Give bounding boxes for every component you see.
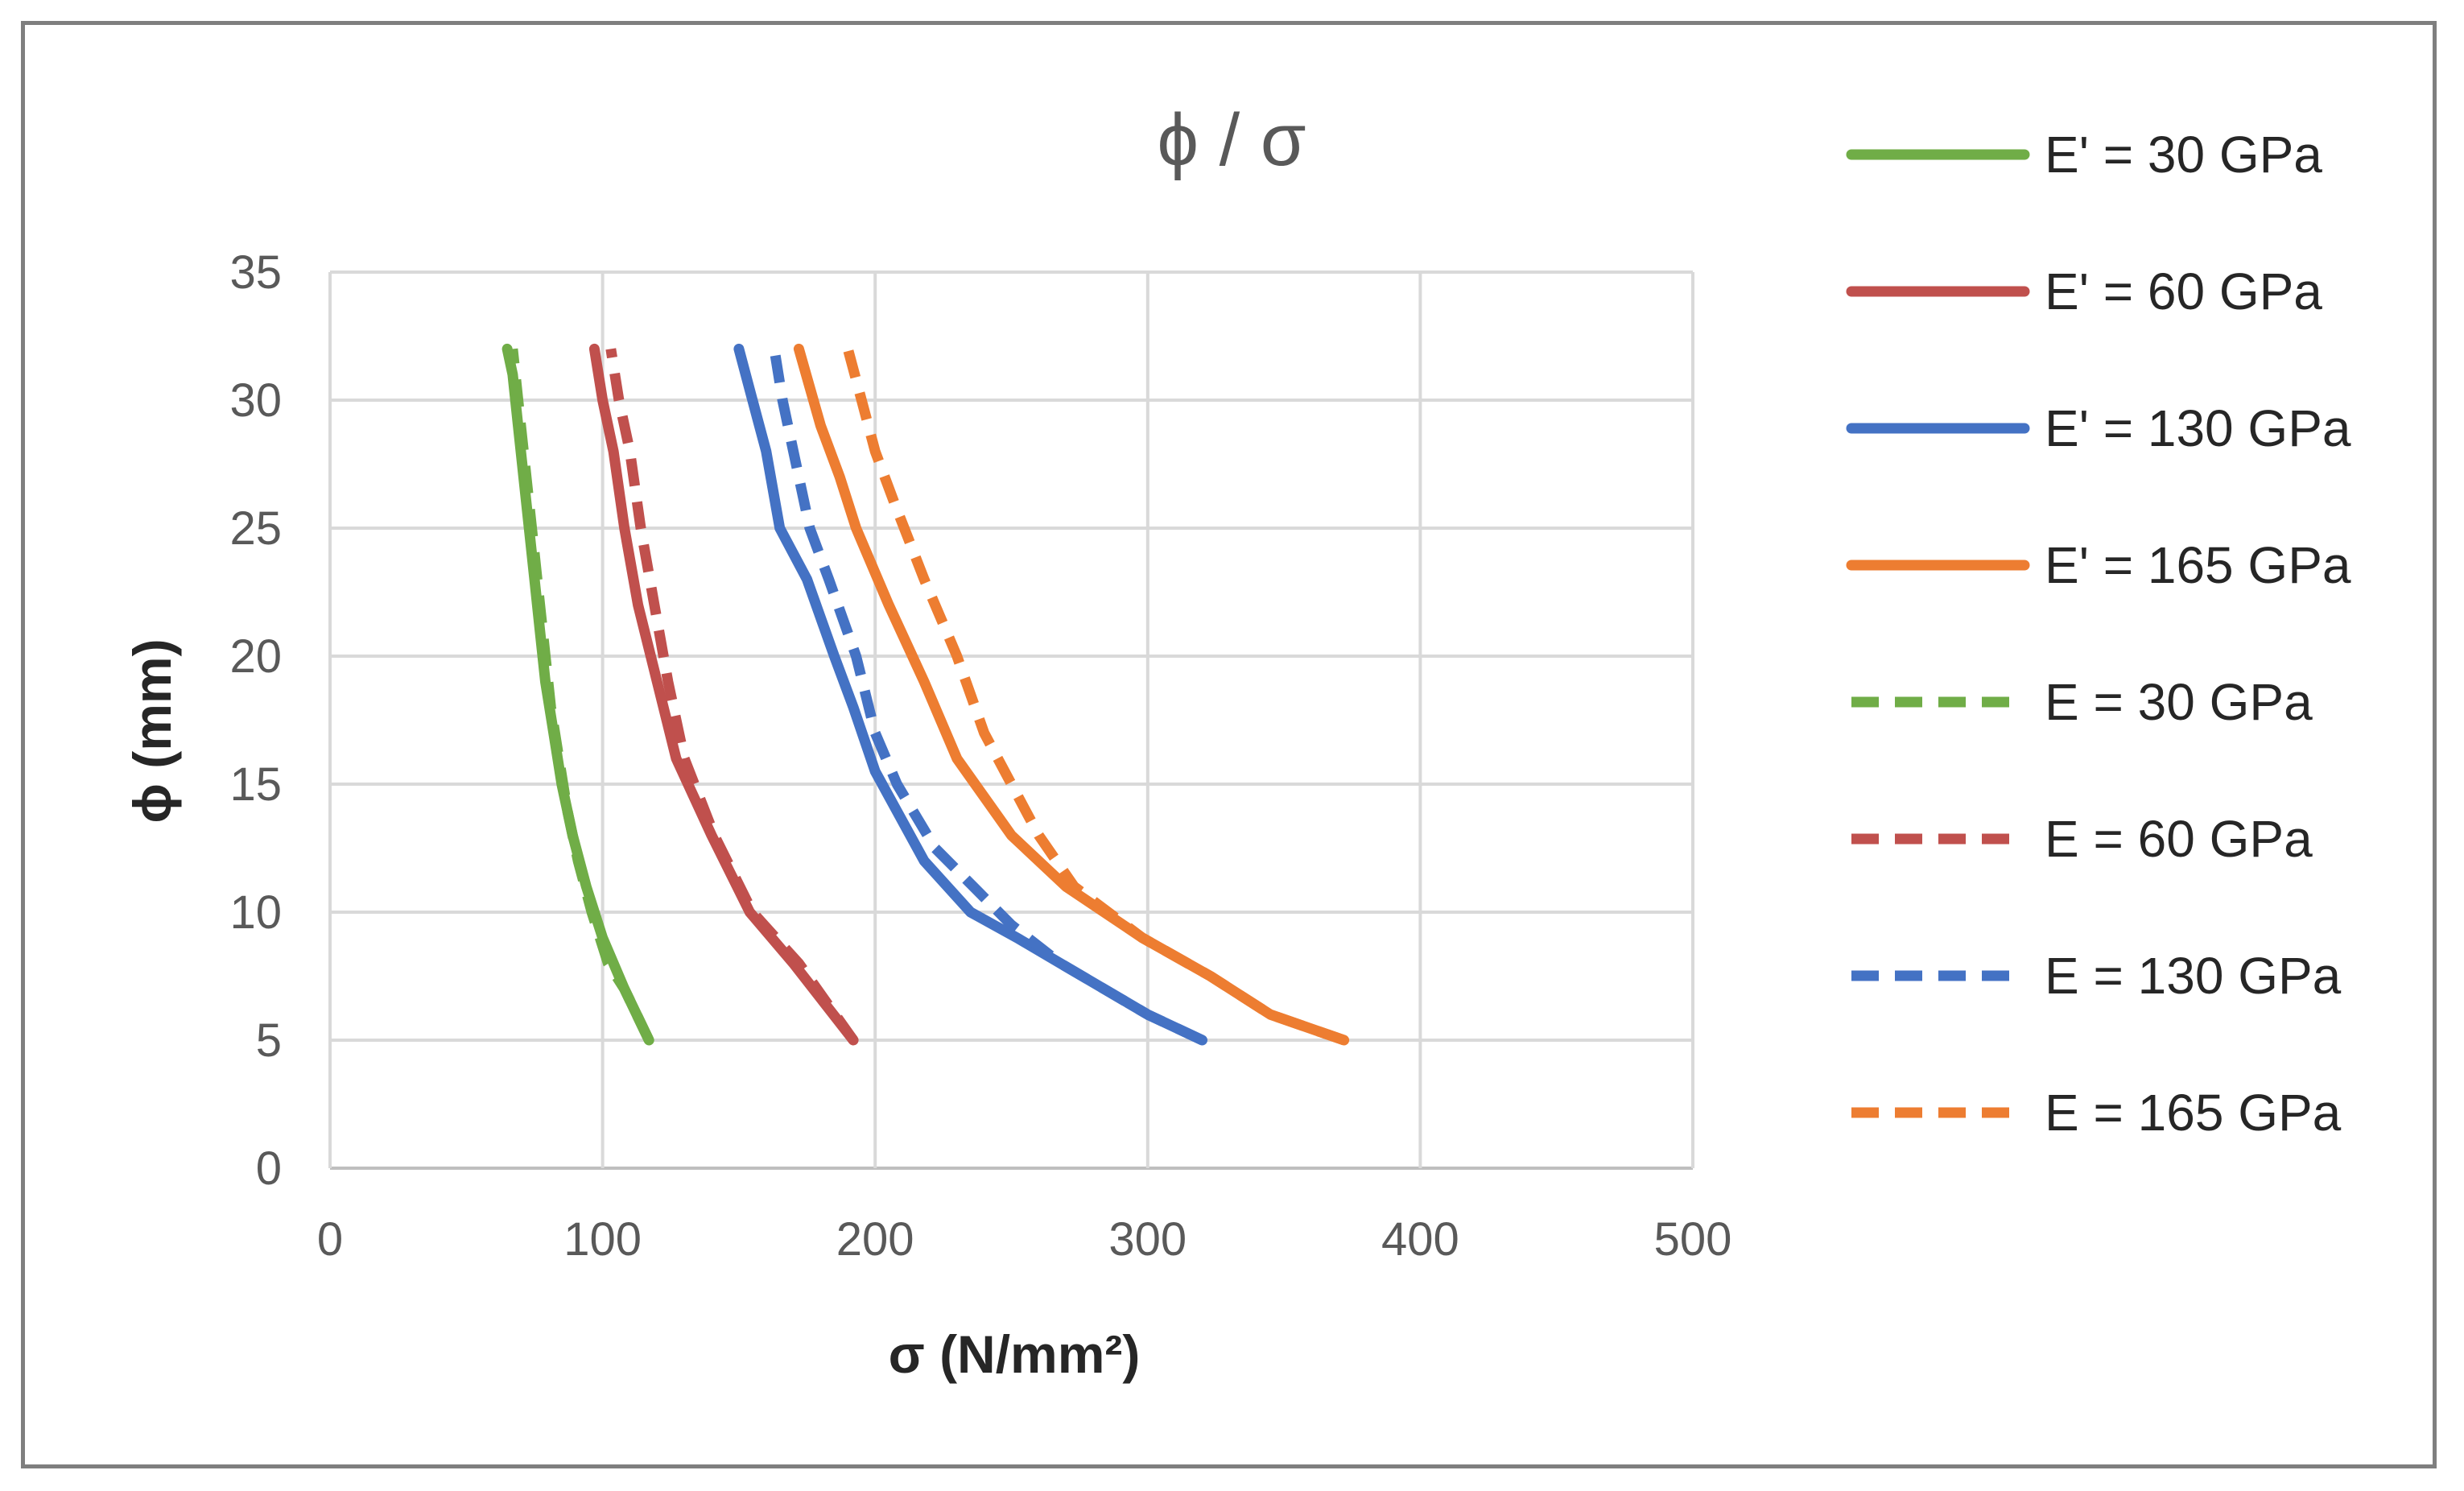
legend-label: E' = 60 GPa bbox=[2045, 262, 2322, 320]
y-tick-label: 5 bbox=[256, 1014, 282, 1067]
legend-label: E = 60 GPa bbox=[2045, 810, 2313, 868]
legend-label: E' = 30 GPa bbox=[2045, 126, 2322, 184]
tick-labels: 0 5 10 15 20 25 30 35 0 100 200 300 400 500 bbox=[229, 246, 1731, 1266]
series-line-1 bbox=[501, 343, 654, 1046]
y-tick-label: 20 bbox=[229, 630, 282, 683]
grid bbox=[328, 271, 1694, 1170]
y-axis-title: ϕ (mm) bbox=[122, 638, 182, 823]
x-tick-label: 200 bbox=[836, 1213, 914, 1266]
legend-label: E' = 165 GPa bbox=[2045, 536, 2351, 594]
y-tick-label: 25 bbox=[229, 502, 282, 555]
chart-frame bbox=[21, 21, 2437, 1468]
legend: E' = 30 GPa E' = 60 GPa E' = 130 GPa E' = 1… bbox=[1846, 126, 2351, 1142]
x-axis-title: σ (N/mm²) bbox=[889, 1324, 1141, 1384]
series-line-8 bbox=[843, 347, 1346, 1046]
series-lines bbox=[501, 343, 1350, 1046]
legend-label: E = 30 GPa bbox=[2045, 673, 2313, 731]
x-tick-label: 0 bbox=[317, 1213, 343, 1266]
chart-title: ϕ / σ bbox=[1158, 99, 1306, 181]
legend-label: E' = 130 GPa bbox=[2045, 399, 2351, 457]
y-tick-label: 35 bbox=[229, 246, 282, 299]
legend-label: E = 130 GPa bbox=[2045, 947, 2342, 1005]
legend-label: E = 165 GPa bbox=[2045, 1084, 2342, 1142]
x-tick-label: 300 bbox=[1108, 1213, 1187, 1266]
x-tick-label: 100 bbox=[563, 1213, 642, 1266]
y-tick-label: 10 bbox=[229, 886, 282, 939]
series-line-3 bbox=[733, 343, 1207, 1046]
x-tick-label: 400 bbox=[1381, 1213, 1459, 1266]
y-tick-label: 0 bbox=[256, 1142, 282, 1195]
y-tick-label: 15 bbox=[229, 758, 282, 811]
series-line-2 bbox=[588, 343, 859, 1046]
series-line-7 bbox=[769, 348, 1205, 1045]
y-tick-label: 30 bbox=[229, 374, 282, 427]
series-line-5 bbox=[507, 348, 654, 1043]
x-tick-label: 500 bbox=[1654, 1213, 1732, 1266]
series-line-6 bbox=[605, 348, 858, 1043]
